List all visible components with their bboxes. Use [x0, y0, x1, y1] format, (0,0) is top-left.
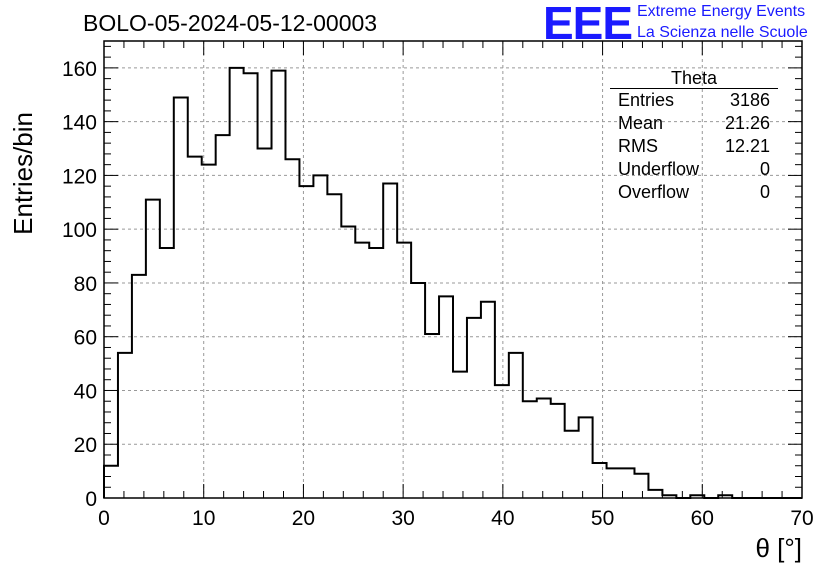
- y-tick-label: 80: [74, 273, 97, 296]
- y-tick-label: 120: [62, 165, 97, 188]
- histogram-bin: [565, 431, 579, 498]
- stats-title: Theta: [610, 68, 778, 89]
- logo-subtitle-line1: Extreme Energy Events: [637, 3, 806, 20]
- histogram-bin: [174, 97, 188, 498]
- histogram-bin: [202, 165, 216, 498]
- histogram-bin: [509, 353, 523, 498]
- y-tick-label: 140: [62, 112, 97, 135]
- x-axis-label: θ [°]: [755, 533, 802, 563]
- histogram-bin: [593, 463, 607, 498]
- stats-label: Entries: [618, 90, 675, 110]
- stats-box: Theta Entries 3186 Mean 21.26 RMS 12.21 …: [610, 68, 778, 204]
- y-tick-label: 20: [74, 434, 97, 457]
- stats-value: 0: [759, 159, 770, 179]
- stats-row-mean: Mean 21.26: [610, 112, 778, 135]
- stats-row-overflow: Overflow 0: [610, 181, 778, 204]
- stats-value: 0: [759, 182, 770, 202]
- x-tick-label: 20: [292, 507, 315, 530]
- y-axis-label: Entries/bin: [8, 112, 38, 235]
- histogram-bin: [313, 175, 327, 498]
- histogram-bin: [244, 73, 258, 498]
- histogram-bin: [537, 399, 551, 498]
- histogram-bin: [272, 71, 286, 498]
- histogram-bin: [258, 149, 272, 498]
- histogram-bin: [216, 135, 230, 498]
- stats-value: 21.26: [724, 113, 770, 133]
- x-tick-label: 10: [192, 507, 215, 530]
- histogram-bin: [369, 248, 383, 498]
- histogram-bin: [397, 243, 411, 498]
- histogram-bin: [132, 275, 146, 498]
- y-tick-label: 0: [85, 488, 97, 511]
- plot-frame: [103, 40, 803, 499]
- histogram-bin: [579, 417, 593, 498]
- histogram-bin: [425, 334, 439, 498]
- histogram-bin: [188, 157, 202, 498]
- x-tick-label: 30: [391, 507, 414, 530]
- stats-value: 12.21: [724, 136, 770, 156]
- logo-subtitle-line2: La Scienza nelle Scuole: [637, 24, 808, 41]
- histogram-bin: [634, 474, 648, 498]
- histogram-bin: [523, 401, 537, 498]
- x-tick-label: 60: [691, 507, 714, 530]
- stats-label: Underflow: [618, 159, 700, 179]
- y-tick-label: 160: [62, 58, 97, 81]
- stats-row-entries: Entries 3186: [610, 89, 778, 112]
- histogram-bin: [299, 186, 313, 498]
- chart-title: BOLO-05-2024-05-12-00003: [83, 10, 378, 36]
- histogram-bin: [439, 296, 453, 498]
- histogram-bin: [481, 302, 495, 498]
- histogram-bin: [341, 226, 355, 498]
- histogram-bin: [648, 490, 662, 498]
- x-tick-label: 50: [591, 507, 614, 530]
- histogram-bin: [467, 318, 481, 498]
- histogram-bin: [383, 183, 397, 498]
- stats-row-rms: RMS 12.21: [610, 135, 778, 158]
- x-tick-label: 70: [790, 507, 813, 530]
- stats-label: Mean: [618, 113, 664, 133]
- histogram-bin: [160, 248, 174, 498]
- stats-value: 3186: [729, 90, 770, 110]
- histogram-bin: [118, 353, 132, 498]
- histogram-bin: [104, 466, 118, 498]
- histogram-bin: [551, 404, 565, 498]
- histogram-bin: [146, 200, 160, 498]
- y-tick-label: 40: [74, 380, 97, 403]
- histogram-bin: [230, 68, 244, 498]
- histogram-bin: [285, 159, 299, 498]
- y-tick-label: 60: [74, 327, 97, 350]
- x-tick-label: 40: [491, 507, 514, 530]
- histogram-series: [103, 66, 802, 499]
- stats-label: Overflow: [618, 182, 690, 202]
- y-tick-label: 100: [62, 219, 97, 242]
- x-tick-label: 0: [98, 507, 110, 530]
- histogram-bin: [607, 468, 621, 498]
- stats-label: RMS: [618, 136, 658, 156]
- histogram-bin: [453, 372, 467, 498]
- histogram-bin: [411, 283, 425, 498]
- eee-logo: EEE: [543, 0, 633, 49]
- stats-row-underflow: Underflow 0: [610, 158, 778, 181]
- histogram-bin: [495, 385, 509, 498]
- histogram-bin: [327, 194, 341, 498]
- histogram-bin: [355, 243, 369, 498]
